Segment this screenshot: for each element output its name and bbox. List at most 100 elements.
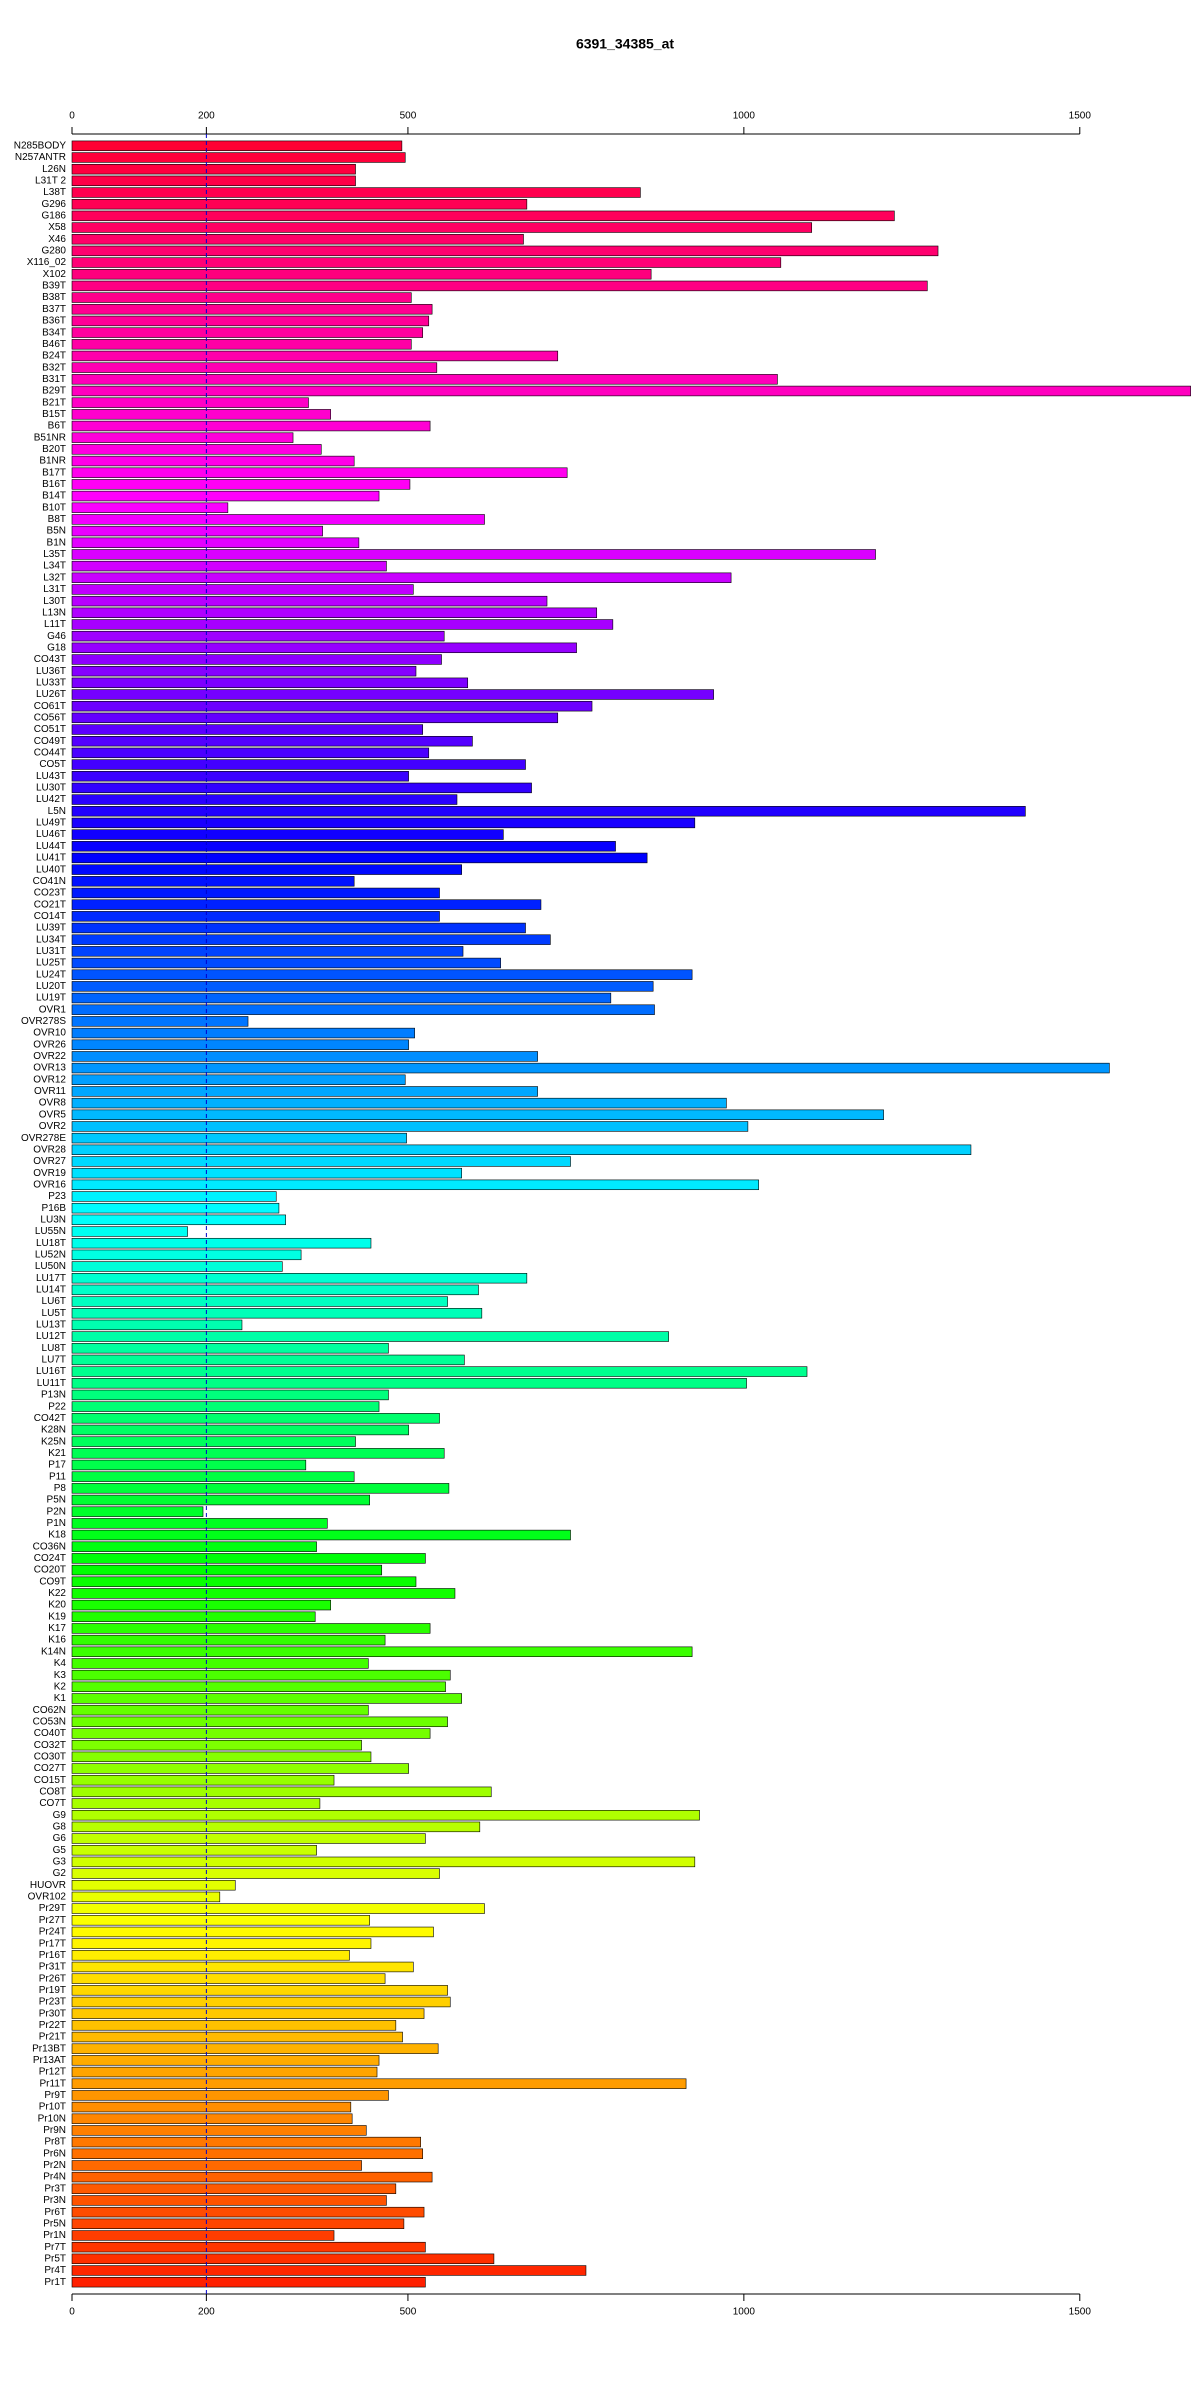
y-tick-label: L11T [44, 619, 66, 630]
x-tick-label: 1000 [733, 2307, 756, 2318]
bar [71, 397, 309, 408]
bar [71, 957, 501, 969]
y-tick-label: B1N [47, 537, 66, 548]
y-tick-label: Pr19T [39, 1985, 66, 1996]
y-tick-label: P16B [42, 1203, 67, 1214]
bar [71, 1494, 370, 1506]
y-tick-label: Pr5N [43, 2218, 66, 2229]
bar [71, 2160, 362, 2171]
y-tick-label: LU52N [35, 1249, 66, 1260]
y-tick-label: K17 [48, 1623, 66, 1634]
bar [71, 537, 360, 548]
bar [71, 385, 1191, 397]
y-tick-label: P2N [47, 1506, 66, 1517]
bar [71, 934, 551, 945]
bar [71, 700, 593, 712]
bar [71, 1459, 307, 1471]
y-tick-label: X58 [48, 222, 66, 233]
y-tick-label: CO30T [34, 1751, 66, 1762]
bar [71, 630, 445, 642]
bar [71, 245, 939, 257]
bar [71, 1658, 369, 1669]
y-tick-label: LU20T [36, 981, 66, 992]
y-tick-label: LU12T [36, 1331, 66, 1342]
bar [71, 817, 696, 829]
y-tick-label: K19 [48, 1611, 66, 1622]
bar [71, 420, 431, 432]
y-tick-label: B16T [42, 479, 66, 490]
y-tick-label: LU7T [42, 1355, 66, 1366]
bar [71, 1833, 426, 1844]
y-tick-label: CO61T [34, 701, 66, 712]
bar [71, 2183, 397, 2194]
y-tick-label: P17 [48, 1460, 66, 1471]
y-tick-label: K28N [41, 1425, 66, 1436]
y-tick-label: LU34T [36, 934, 66, 945]
y-tick-label: Pr24T [39, 1927, 66, 1938]
y-tick-label: LU6T [42, 1296, 66, 1307]
bar [71, 2031, 403, 2043]
bar [71, 1249, 302, 1261]
y-tick-label: OVR12 [33, 1074, 66, 1085]
y-tick-label: OVR28 [33, 1144, 66, 1155]
bar [71, 502, 229, 513]
y-tick-label: OVR16 [33, 1179, 66, 1190]
y-tick-label: LU46T [36, 829, 66, 840]
y-tick-label: P23 [48, 1191, 66, 1202]
y-tick-label: L13N [42, 607, 66, 618]
y-tick-label: Pr9T [44, 2090, 66, 2101]
y-tick-label: G18 [47, 642, 66, 653]
bar [71, 1097, 727, 1109]
bar [71, 607, 598, 618]
y-tick-label: OVR5 [39, 1109, 67, 1120]
bar [71, 514, 485, 525]
y-tick-label: B24T [42, 351, 66, 362]
bar [71, 152, 406, 163]
bar [71, 490, 380, 502]
y-tick-label: LU14T [36, 1285, 66, 1296]
y-tick-label: CO42T [34, 1413, 66, 1424]
bar [71, 315, 430, 327]
y-tick-label: B21T [42, 397, 66, 408]
y-tick-label: CO23T [34, 888, 66, 899]
bar [71, 1541, 317, 1552]
y-tick-label: Pr7T [44, 2242, 66, 2253]
bar [71, 1436, 356, 1447]
bar [71, 1704, 369, 1716]
y-tick-label: OVR1 [39, 1004, 67, 1015]
bar [71, 1553, 426, 1564]
y-tick-label: L26N [42, 164, 66, 175]
x-tick-label: 200 [198, 111, 215, 122]
y-tick-label: G46 [47, 631, 66, 642]
bar [71, 1004, 655, 1015]
y-tick-label: Pr2N [43, 2160, 66, 2171]
y-tick-label: LU26T [36, 689, 66, 700]
y-tick-label: B1NR [39, 456, 66, 467]
bar [71, 199, 528, 210]
y-tick-label: X102 [43, 269, 67, 280]
bar [71, 234, 524, 245]
bar [71, 304, 433, 315]
bar [71, 1681, 446, 1692]
y-tick-label: LU25T [36, 958, 66, 969]
y-tick-label: OVR8 [39, 1098, 67, 1109]
bar [71, 1856, 696, 1868]
y-tick-label: P13N [41, 1390, 66, 1401]
y-tick-label: OVR11 [34, 1086, 66, 1097]
y-tick-label: P5N [47, 1495, 66, 1506]
bar [71, 619, 614, 630]
bar [71, 1588, 456, 1599]
y-tick-label: CO9T [39, 1576, 66, 1587]
y-tick-label: Pr12T [39, 2067, 66, 2078]
y-tick-label: LU31T [36, 946, 66, 957]
bar [71, 654, 442, 665]
bar [71, 1576, 417, 1587]
y-tick-label: G8 [53, 1822, 67, 1833]
bar [71, 1529, 571, 1541]
y-tick-label: B46T [42, 339, 66, 350]
bar [71, 1868, 440, 1879]
y-tick-label: LU41T [36, 853, 66, 864]
bar [71, 1319, 243, 1331]
y-tick-label: Pr13BT [32, 2043, 66, 2054]
bar [71, 876, 355, 887]
